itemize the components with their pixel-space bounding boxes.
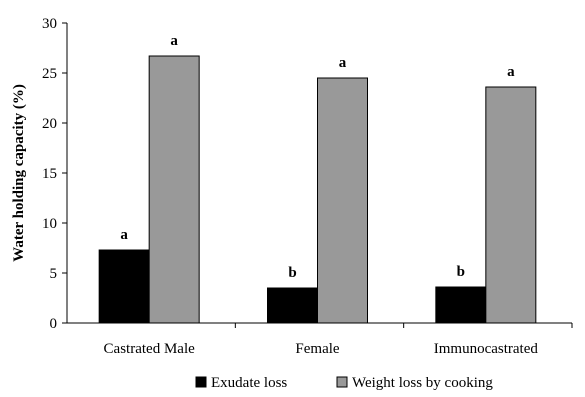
bar-exudate-loss: [435, 286, 487, 324]
legend-swatch: [195, 376, 207, 388]
bars: [98, 55, 537, 324]
y-tick-label: 5: [50, 266, 58, 282]
legend-label: Exudate loss: [211, 375, 287, 391]
y-tick-label: 10: [42, 216, 57, 232]
bar-significance-label: a: [507, 64, 515, 80]
significance-labels: a b b a a a: [120, 33, 515, 281]
x-category-label: Female: [295, 341, 339, 357]
y-tick-label: 30: [42, 16, 57, 32]
x-axis-category-labels: Castrated Male Female Immunocastrated: [104, 341, 539, 357]
bar-exudate-loss: [98, 249, 150, 324]
bar-weight-loss-by-cooking: [485, 86, 537, 324]
bar-weight-loss-by-cooking: [317, 77, 368, 324]
bar-significance-label: a: [170, 33, 178, 49]
y-axis-title: Water holding capacity (%): [11, 84, 27, 262]
x-axis-category-ticks: [234, 323, 573, 328]
y-tick-label: 0: [50, 316, 58, 332]
y-axis-ticks: 0 5 10 15 20 25 30: [42, 16, 67, 332]
bar-significance-label: b: [288, 265, 296, 281]
legend: Exudate loss Weight loss by cooking: [195, 375, 493, 391]
x-category-label: Immunocastrated: [434, 341, 539, 357]
x-category-label: Castrated Male: [104, 341, 196, 357]
bar-exudate-loss: [267, 287, 318, 324]
y-tick-label: 25: [42, 66, 57, 82]
bar-significance-label: b: [457, 264, 465, 280]
legend-label: Weight loss by cooking: [352, 375, 493, 391]
bar-significance-label: a: [120, 227, 128, 243]
bar-significance-label: a: [339, 55, 347, 71]
legend-swatch: [336, 376, 348, 388]
y-tick-label: 15: [42, 166, 57, 182]
bar-weight-loss-by-cooking: [148, 55, 200, 324]
y-tick-label: 20: [42, 116, 57, 132]
